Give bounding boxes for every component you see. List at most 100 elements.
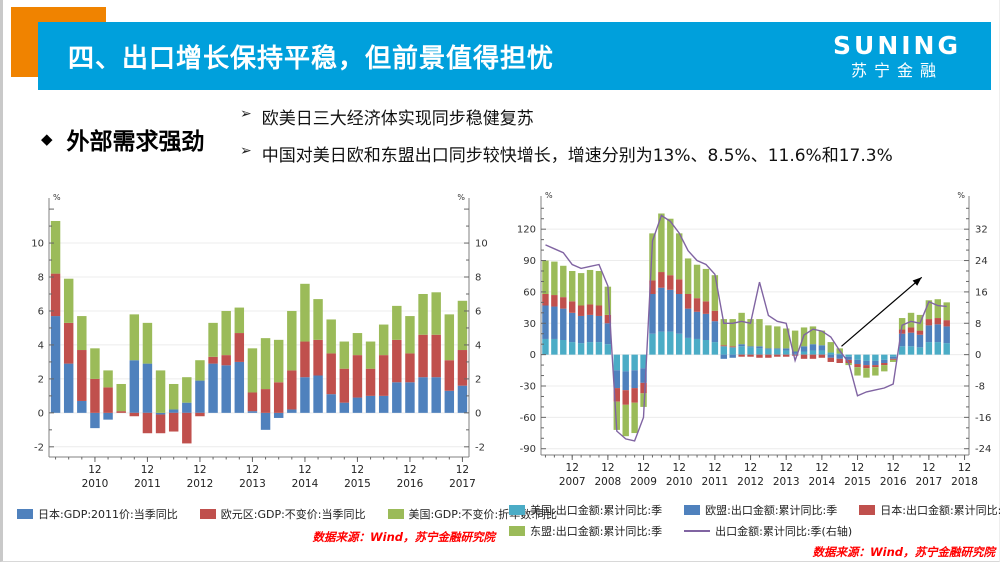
svg-text:2: 2 xyxy=(38,374,44,385)
svg-text:16: 16 xyxy=(975,287,988,298)
svg-text:2: 2 xyxy=(475,374,481,385)
bullet-item: ➢ 欧美日三大经济体实现同步稳健复苏 xyxy=(240,104,990,129)
legend-label: 欧元区:GDP:不变价:当季同比 xyxy=(220,508,366,521)
svg-text:10: 10 xyxy=(475,239,488,250)
svg-text:2008: 2008 xyxy=(595,476,622,488)
legend-swatch-icon xyxy=(509,526,525,536)
svg-text:-2: -2 xyxy=(34,442,44,453)
legend-item: 日本:GDP:2011价:当季同比 xyxy=(17,506,178,522)
arrow-bullet-icon: ➢ xyxy=(240,143,252,159)
svg-text:8: 8 xyxy=(475,273,481,284)
export-chart: -90 -24 -60 -16 -30 -8 0 0 30 8 60 16 90 24 120 32%% 12 2… xyxy=(505,188,999,496)
bullet-text: 中国对美日欧和东盟出口同步较快增长，增速分别为13%、8.5%、11.6%和17… xyxy=(261,146,893,166)
section-heading: ◆ 外部需求强劲 xyxy=(41,122,205,156)
legend-item: 欧盟:出口金额:累计同比:季 xyxy=(684,502,837,518)
svg-text:-16: -16 xyxy=(975,413,991,424)
svg-text:12: 12 xyxy=(851,462,864,474)
export-chart-legend: 美国:出口金额:累计同比:季 欧盟:出口金额:累计同比:季 日本:出口金额:累计同比… xyxy=(509,502,1000,544)
title-banner: 四、出口增长保持平稳，但前景值得担忧 SUNING 苏宁金融 xyxy=(38,22,991,90)
bullet-list: ➢ 欧美日三大经济体实现同步稳健复苏 ➢ 中国对美日欧和东盟出口同步较快增长，增… xyxy=(240,104,990,178)
svg-text:2018: 2018 xyxy=(951,476,978,488)
svg-text:10: 10 xyxy=(31,239,44,250)
svg-text:12: 12 xyxy=(566,462,579,474)
svg-text:2015: 2015 xyxy=(344,478,371,490)
svg-text:12: 12 xyxy=(298,464,311,476)
legend-label: 东盟:出口金额:累计同比:季 xyxy=(530,525,663,538)
svg-text:12: 12 xyxy=(673,462,686,474)
svg-text:2011: 2011 xyxy=(702,476,729,488)
svg-text:0: 0 xyxy=(38,408,44,419)
svg-text:4: 4 xyxy=(475,340,481,351)
legend-swatch-icon xyxy=(17,509,33,519)
legend-item: 出口金额:累计同比:季(右轴) xyxy=(684,523,852,539)
svg-text:12: 12 xyxy=(958,462,971,474)
legend-item: 日本:出口金额:累计同比:季 xyxy=(859,502,1000,518)
logo-subtext: 苏宁金融 xyxy=(851,60,944,80)
svg-text:6: 6 xyxy=(475,306,481,317)
legend-item: 欧元区:GDP:不变价:当季同比 xyxy=(199,506,366,522)
gdp-chart: -2 -2 0 0 2 2 4 4 6 6 8 8 10 10%% 12 2010 12 2011 12 2012 12… xyxy=(13,190,499,496)
svg-text:%: % xyxy=(545,191,553,200)
svg-text:60: 60 xyxy=(523,287,536,298)
svg-text:2011: 2011 xyxy=(134,478,161,490)
legend-row: 日本:GDP:2011价:当季同比 欧元区:GDP:不变价:当季同比 美国:GDP:… xyxy=(17,506,557,522)
svg-text:12: 12 xyxy=(351,464,364,476)
svg-text:%: % xyxy=(53,193,61,202)
svg-text:12: 12 xyxy=(88,464,101,476)
svg-text:2013: 2013 xyxy=(773,476,800,488)
svg-text:12: 12 xyxy=(744,462,757,474)
svg-text:2017: 2017 xyxy=(916,476,943,488)
svg-text:2016: 2016 xyxy=(880,476,907,488)
svg-text:2013: 2013 xyxy=(239,478,266,490)
page-title: 四、出口增长保持平稳，但前景值得担忧 xyxy=(68,43,555,74)
svg-text:2009: 2009 xyxy=(630,476,657,488)
svg-text:12: 12 xyxy=(815,462,828,474)
data-source-right: 数据来源：Wind，苏宁金融研究院 xyxy=(812,545,995,559)
legend-item: 东盟:出口金额:累计同比:季 xyxy=(509,523,662,539)
svg-text:2015: 2015 xyxy=(844,476,871,488)
legend-swatch-icon xyxy=(684,505,701,515)
legend-label: 美国:出口金额:累计同比:季 xyxy=(530,504,663,517)
svg-text:12: 12 xyxy=(708,462,721,474)
svg-text:12: 12 xyxy=(456,464,469,476)
legend-row: 东盟:出口金额:累计同比:季 出口金额:累计同比:季(右轴) xyxy=(509,523,999,539)
svg-text:2017: 2017 xyxy=(449,478,476,490)
legend-label: 欧盟:出口金额:累计同比:季 xyxy=(705,504,838,517)
svg-text:12: 12 xyxy=(246,464,259,476)
section-heading-text: 外部需求强劲 xyxy=(66,129,205,155)
svg-text:%: % xyxy=(457,193,465,202)
svg-text:8: 8 xyxy=(38,273,44,284)
svg-text:2016: 2016 xyxy=(397,478,424,490)
svg-text:-8: -8 xyxy=(975,382,985,393)
svg-text:12: 12 xyxy=(601,462,614,474)
line-sample-icon xyxy=(684,530,711,532)
svg-text:0: 0 xyxy=(475,408,481,419)
svg-text:%: % xyxy=(957,191,965,200)
svg-text:2012: 2012 xyxy=(737,476,764,488)
svg-text:120: 120 xyxy=(517,225,536,236)
bullet-item: ➢ 中国对美日欧和东盟出口同步较快增长，增速分别为13%、8.5%、11.6%和… xyxy=(240,141,990,166)
legend-swatch-icon xyxy=(387,509,404,519)
legend-swatch-icon xyxy=(509,505,525,515)
gdp-chart-legend: 日本:GDP:2011价:当季同比 欧元区:GDP:不变价:当季同比 美国:GDP:… xyxy=(17,506,557,527)
svg-text:12: 12 xyxy=(403,464,416,476)
diamond-bullet-icon: ◆ xyxy=(41,130,53,148)
svg-text:12: 12 xyxy=(922,462,935,474)
legend-label: 日本:出口金额:累计同比:季 xyxy=(880,504,1000,517)
suning-logo: SUNING 苏宁金融 xyxy=(833,32,961,79)
svg-text:8: 8 xyxy=(975,319,981,330)
legend-item: 美国:出口金额:累计同比:季 xyxy=(509,502,662,518)
svg-text:6: 6 xyxy=(38,306,44,317)
svg-text:12: 12 xyxy=(887,462,900,474)
legend-swatch-icon xyxy=(199,509,216,519)
legend-label: 出口金额:累计同比:季(右轴) xyxy=(715,525,853,538)
svg-text:-90: -90 xyxy=(520,444,536,455)
legend-row: 美国:出口金额:累计同比:季 欧盟:出口金额:累计同比:季 日本:出口金额:累计同比… xyxy=(509,502,1000,518)
gdp-chart-svg: -2 -2 0 0 2 2 4 4 6 6 8 8 10 10% % 12 2010 12 2011 12 2012 12… xyxy=(31,193,488,490)
svg-text:2014: 2014 xyxy=(809,476,836,488)
svg-text:24: 24 xyxy=(975,256,988,267)
legend-swatch-icon xyxy=(859,505,876,515)
svg-text:12: 12 xyxy=(780,462,793,474)
logo-text: SUNING xyxy=(833,31,961,61)
